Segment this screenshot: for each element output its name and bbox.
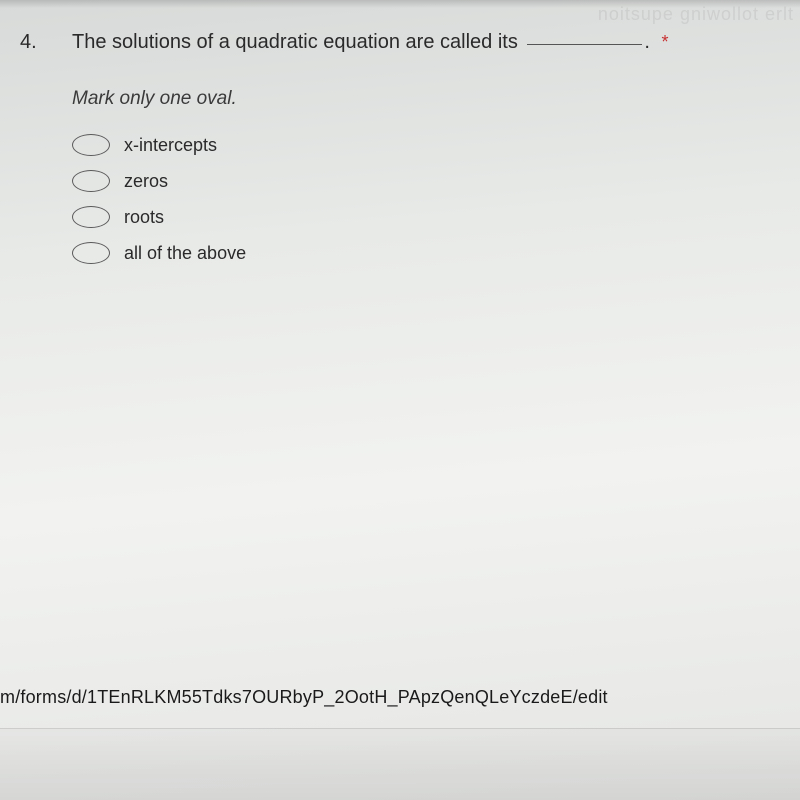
option-row[interactable]: zeros [72, 170, 800, 192]
option-label: x-intercepts [124, 135, 217, 156]
footer-url-text: m/forms/d/1TEnRLKM55Tdks7OURbyP_2OotH_PA… [0, 687, 608, 708]
instruction-text: Mark only one oval. [72, 88, 800, 110]
radio-oval[interactable] [72, 134, 110, 156]
question-stem: The solutions of a quadratic equation ar… [72, 31, 518, 53]
option-row[interactable]: all of the above [72, 242, 800, 264]
radio-oval[interactable] [72, 206, 110, 228]
option-label: all of the above [124, 243, 246, 264]
option-label: zeros [124, 171, 168, 192]
option-row[interactable]: x-intercepts [72, 134, 800, 156]
option-label: roots [124, 207, 164, 228]
fill-in-blank [527, 44, 642, 45]
required-asterisk: * [662, 32, 669, 52]
question-number: 4. [20, 31, 44, 54]
radio-oval[interactable] [72, 242, 110, 264]
page-bottom-band [0, 728, 800, 800]
option-row[interactable]: roots [72, 206, 800, 228]
radio-oval[interactable] [72, 170, 110, 192]
bleed-through-text: noitsupe gniwollot erlt [592, 0, 800, 29]
options-group: x-intercepts zeros roots all of the abov… [72, 134, 800, 264]
question-period: . [644, 31, 650, 53]
question-text: The solutions of a quadratic equation ar… [72, 28, 780, 56]
